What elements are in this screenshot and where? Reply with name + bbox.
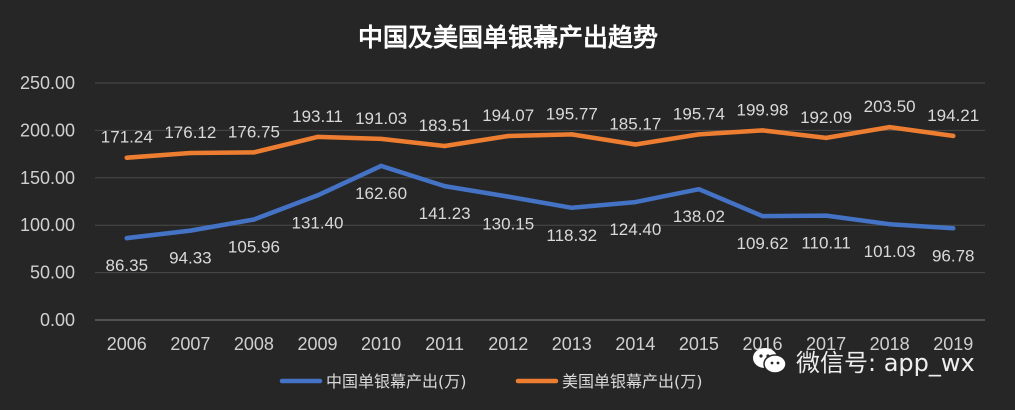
data-label: 183.51 bbox=[419, 116, 471, 135]
y-tick-label: 100.00 bbox=[20, 215, 75, 235]
data-label: 176.75 bbox=[228, 122, 280, 141]
x-tick-label: 2012 bbox=[488, 334, 528, 354]
data-label: 185.17 bbox=[609, 114, 661, 133]
data-point bbox=[506, 194, 511, 199]
data-point bbox=[951, 226, 956, 231]
data-label: 193.11 bbox=[292, 107, 343, 126]
series-group bbox=[124, 124, 956, 241]
x-tick-label: 2014 bbox=[615, 334, 655, 354]
data-point bbox=[823, 213, 829, 218]
x-tick-label: 2017 bbox=[806, 334, 846, 354]
data-point bbox=[188, 228, 193, 233]
data-label: 176.12 bbox=[164, 123, 216, 142]
chart-title: 中国及美国单银幕产出趋势 bbox=[358, 23, 658, 52]
data-point bbox=[251, 217, 257, 222]
data-point bbox=[315, 193, 320, 198]
data-point bbox=[188, 150, 193, 156]
data-label: 131.40 bbox=[292, 213, 344, 232]
data-label: 171.24 bbox=[101, 128, 153, 147]
data-label: 138.02 bbox=[673, 207, 725, 226]
data-label: 86.35 bbox=[106, 256, 149, 275]
gridlines bbox=[95, 82, 985, 321]
data-point bbox=[442, 143, 447, 149]
data-point bbox=[823, 135, 829, 141]
data-label: 195.74 bbox=[673, 104, 725, 123]
x-tick-label: 2006 bbox=[107, 334, 147, 354]
watermark: 微信号: app_wx bbox=[752, 343, 975, 378]
data-point bbox=[760, 128, 765, 133]
data-label: 130.15 bbox=[482, 215, 534, 234]
data-label: 191.03 bbox=[355, 109, 407, 128]
data-label: 101.03 bbox=[864, 242, 916, 261]
data-label: 141.23 bbox=[419, 204, 471, 223]
data-label: 96.78 bbox=[932, 246, 975, 265]
y-tick-label: 50.00 bbox=[30, 263, 75, 283]
data-label: 203.50 bbox=[864, 97, 916, 116]
y-tick-label: 250.00 bbox=[20, 73, 75, 93]
data-point bbox=[378, 136, 384, 142]
data-point bbox=[696, 132, 702, 137]
series-line-china bbox=[124, 163, 956, 241]
y-tick-label: 150.00 bbox=[20, 168, 75, 188]
x-tick-label: 2013 bbox=[552, 334, 592, 354]
data-point bbox=[696, 186, 702, 192]
data-label: 118.32 bbox=[546, 226, 597, 245]
data-point bbox=[378, 163, 384, 169]
data-label: 194.21 bbox=[927, 106, 979, 125]
data-point bbox=[569, 132, 574, 137]
series-line-usa bbox=[124, 124, 956, 160]
data-point bbox=[124, 235, 129, 241]
data-point bbox=[633, 142, 638, 147]
data-label: 105.96 bbox=[228, 238, 280, 257]
wechat-icon bbox=[753, 347, 787, 374]
data-label: 94.33 bbox=[169, 249, 212, 268]
data-point bbox=[251, 150, 257, 155]
x-tick-label: 2015 bbox=[679, 334, 719, 354]
data-label: 124.40 bbox=[609, 220, 661, 239]
legend: 中国单银幕产出(万) 美国单银幕产出(万) bbox=[279, 372, 703, 391]
data-point bbox=[887, 222, 892, 227]
x-tick-label: 2016 bbox=[742, 334, 782, 354]
y-tick-label: 200.00 bbox=[20, 120, 75, 140]
data-point bbox=[633, 199, 638, 205]
x-tick-label: 2010 bbox=[361, 334, 401, 354]
data-point bbox=[442, 183, 447, 189]
legend-label: 中国单银幕产出(万) bbox=[326, 372, 467, 391]
data-label: 109.62 bbox=[737, 234, 789, 253]
data-label: 162.60 bbox=[355, 184, 407, 203]
data-point bbox=[887, 124, 892, 130]
x-tick-label: 2007 bbox=[170, 334, 210, 354]
y-tick-label: 0.00 bbox=[40, 310, 75, 330]
data-label: 194.07 bbox=[482, 106, 534, 125]
data-point bbox=[760, 213, 765, 219]
data-point bbox=[951, 133, 956, 139]
watermark-text: 微信号: app_wx bbox=[796, 349, 975, 377]
y-axis: 0.00 50.00 100.00 150.00 200.00 250.00 bbox=[20, 73, 75, 330]
x-tick-label: 2019 bbox=[933, 334, 973, 354]
x-tick-label: 2008 bbox=[234, 334, 274, 354]
legend-label: 美国单银幕产出(万) bbox=[562, 372, 703, 391]
data-label: 192.09 bbox=[800, 108, 852, 127]
x-tick-label: 2011 bbox=[425, 334, 464, 354]
data-label: 110.11 bbox=[801, 234, 850, 253]
data-label: 199.98 bbox=[737, 100, 789, 119]
x-tick-label: 2009 bbox=[297, 334, 337, 354]
x-tick-label: 2018 bbox=[870, 334, 910, 354]
data-point bbox=[569, 205, 574, 211]
x-axis: 2006 2007 2008 2009 2010 2011 2012 2013 2014 2015… bbox=[107, 334, 973, 354]
data-point bbox=[124, 155, 129, 160]
data-labels: 86.35 94.33 105.96 131.40 162.60 141.23 130.15… bbox=[101, 97, 979, 275]
data-point bbox=[315, 134, 320, 140]
data-point bbox=[506, 133, 511, 139]
data-label: 195.77 bbox=[546, 104, 598, 123]
